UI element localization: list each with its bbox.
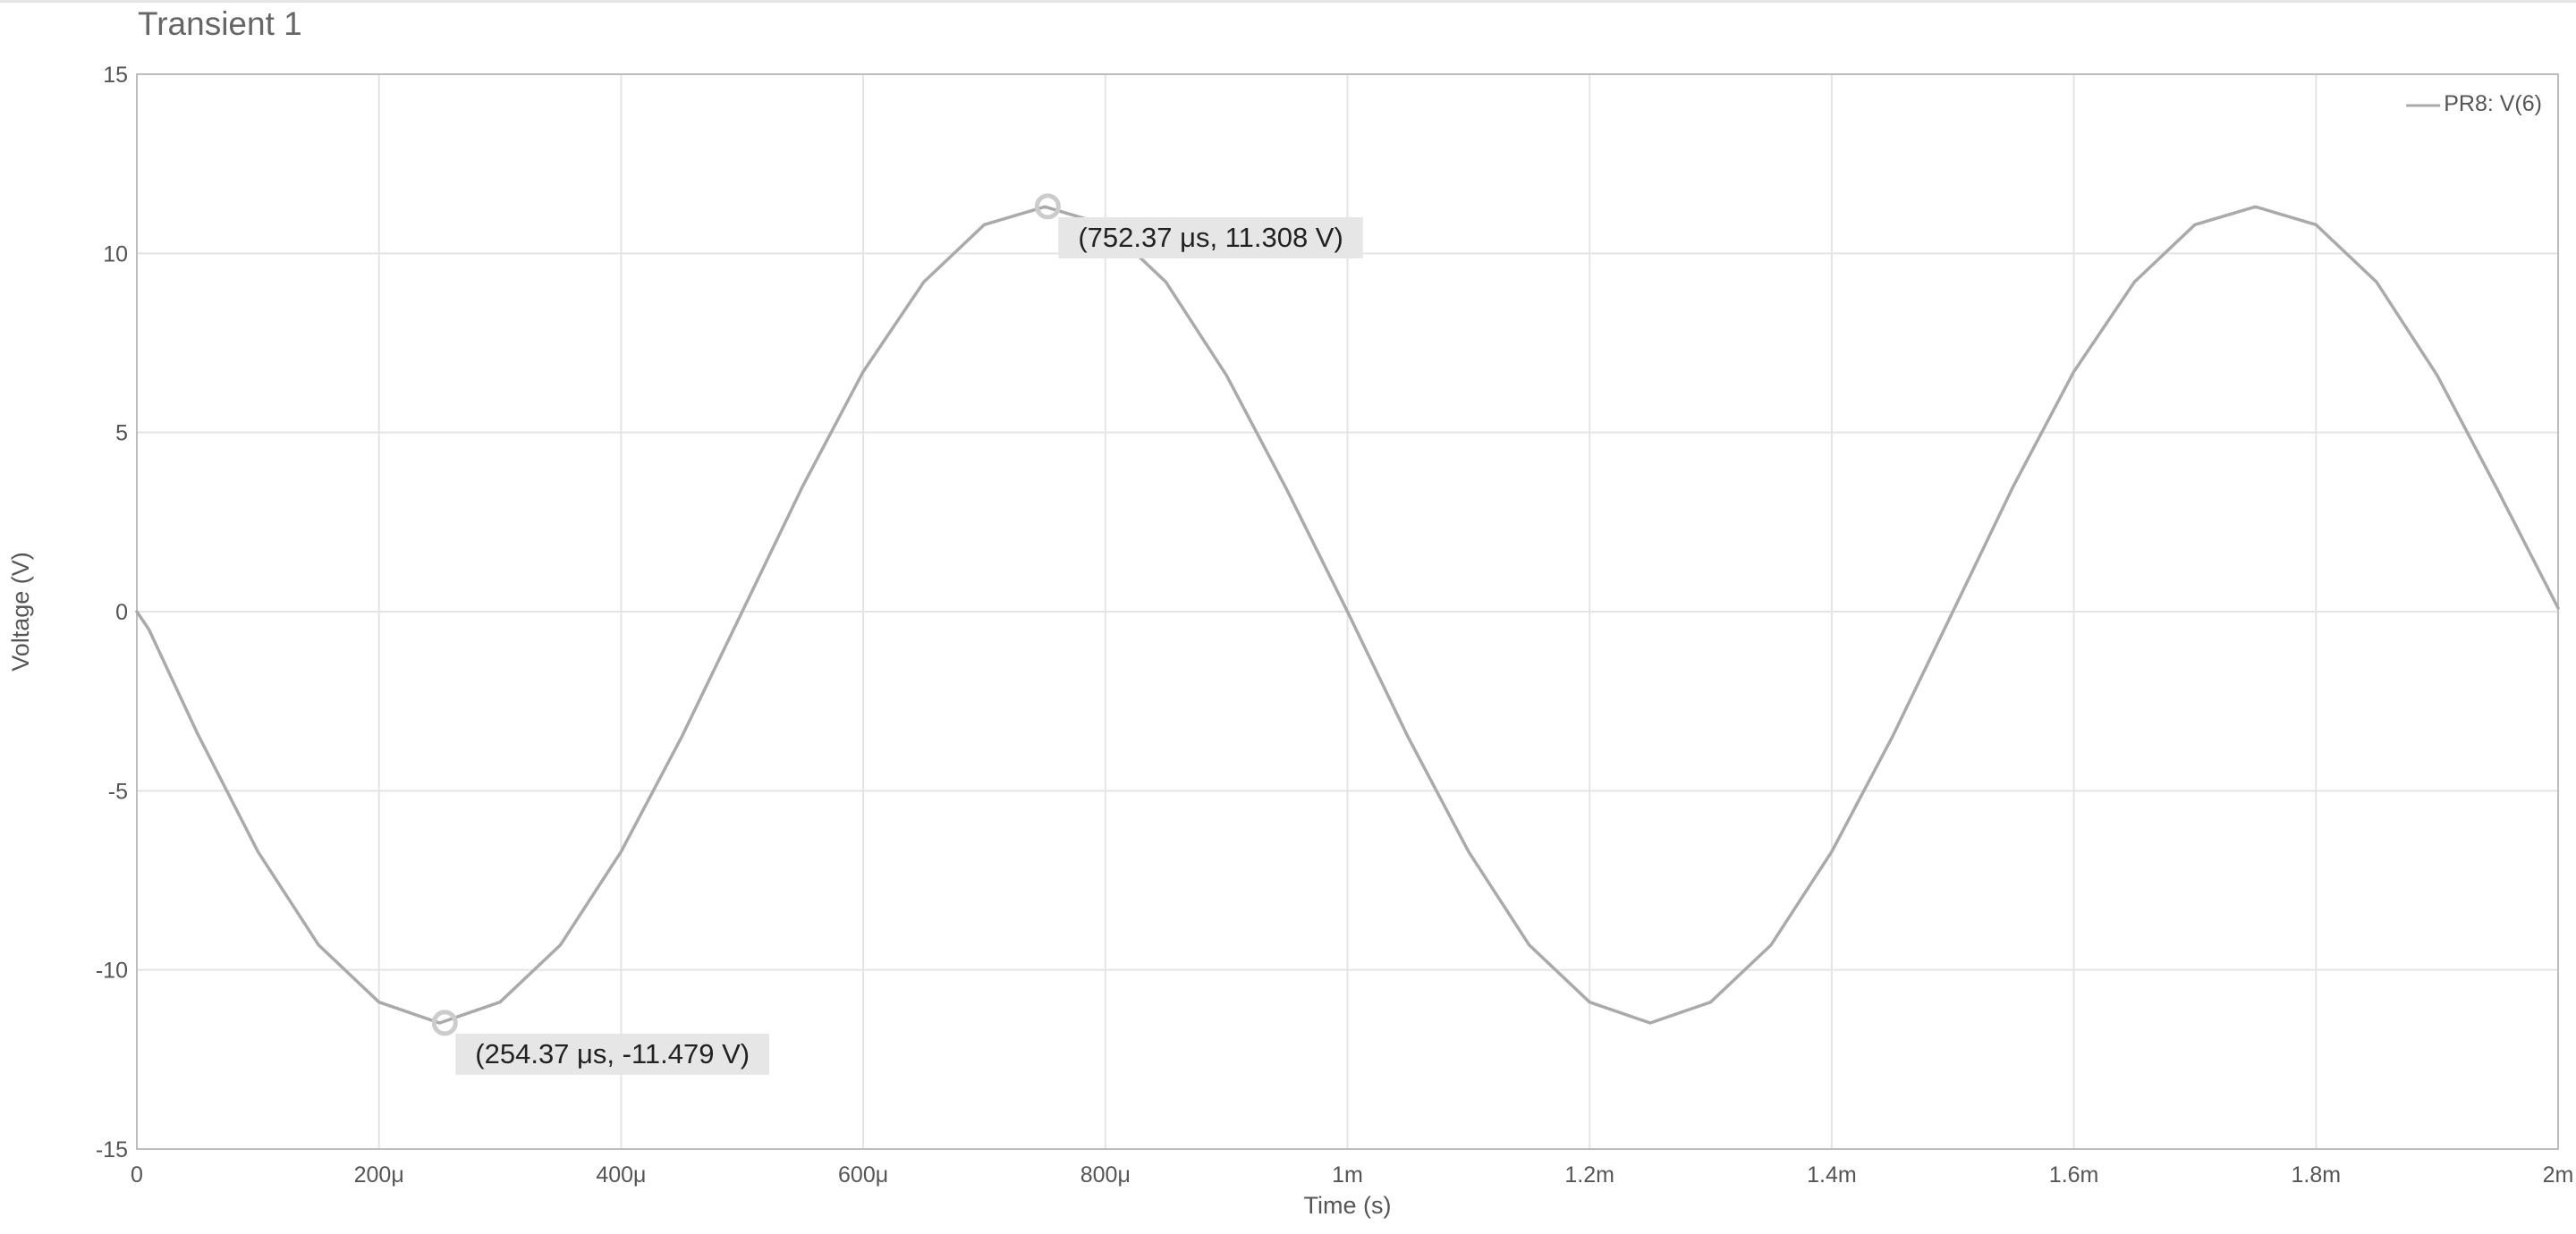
annotation-box: [1058, 216, 1363, 258]
series-line: [135, 205, 2560, 1025]
y-tick-label: 10: [103, 241, 128, 266]
series-layer: [135, 205, 2560, 1025]
x-axis-ticks: 0 200μ 400μ 600μ 800μ 1m 1.2m 1.4m 1.6m 1.8m 2m: [131, 1162, 2573, 1188]
x-tick-label: 0: [131, 1162, 143, 1188]
annotation-marker[interactable]: [1034, 193, 1061, 220]
x-tick-label: 1m: [1332, 1162, 1363, 1188]
y-tick-label: 15: [103, 63, 128, 88]
y-tick-label: -5: [108, 779, 128, 804]
x-tick-label: 400μ: [596, 1162, 646, 1188]
y-tick-label: 0: [115, 600, 128, 625]
x-tick-label: 1.8m: [2292, 1162, 2342, 1188]
y-axis-ticks: 15 10 5 0 -5 -10 -15: [96, 63, 128, 1162]
x-tick-label: 1.2m: [1564, 1162, 1614, 1188]
x-axis-title: Time (s): [1304, 1192, 1392, 1219]
x-tick-label: 800μ: [1080, 1162, 1131, 1188]
legend[interactable]: PR8: V(6): [2406, 91, 2542, 116]
annotation-box: [455, 1033, 770, 1075]
x-tick-label: 200μ: [354, 1162, 404, 1188]
y-tick-label: -10: [96, 959, 128, 984]
top-border: [0, 0, 2576, 3]
legend-label[interactable]: PR8: V(6): [2444, 91, 2542, 116]
annotation-text: (254.37 μs, -11.479 V): [475, 1038, 750, 1069]
annotation-marker[interactable]: [431, 1010, 458, 1036]
y-axis-title: Voltage (V): [7, 552, 34, 672]
y-tick-label: 5: [115, 421, 128, 446]
x-tick-label: 600μ: [838, 1162, 888, 1188]
annotation-label: (752.37 μs, 11.308 V): [1058, 216, 1363, 258]
y-tick-label: -15: [96, 1137, 128, 1162]
annotations: (752.37 μs, 11.308 V) (254.37 μs, -11.479…: [431, 193, 1363, 1075]
annotation-label: (254.37 μs, -11.479 V): [455, 1033, 770, 1075]
x-tick-label: 2m: [2543, 1162, 2574, 1188]
x-tick-label: 1.4m: [1807, 1162, 1857, 1188]
chart-title: Transient 1: [138, 5, 302, 42]
annotation-text: (752.37 μs, 11.308 V): [1078, 222, 1343, 253]
x-tick-label: 1.6m: [2049, 1162, 2099, 1188]
